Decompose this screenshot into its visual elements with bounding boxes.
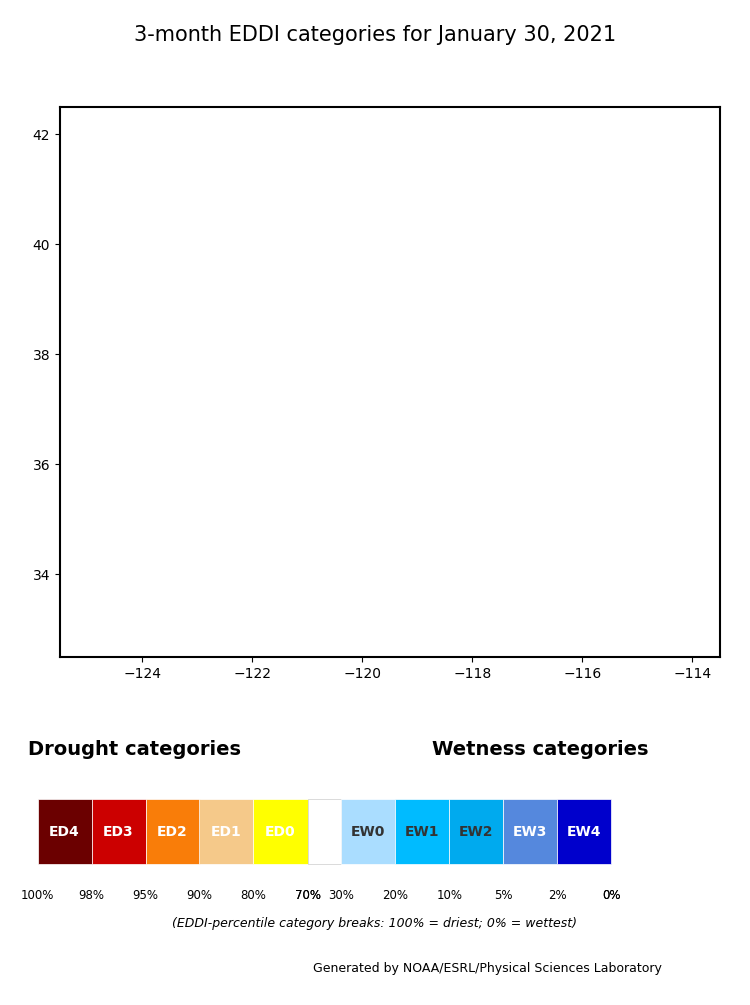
Text: 80%: 80%: [241, 889, 266, 902]
Text: (EDDI-percentile category breaks: 100% = driest; 0% = wettest): (EDDI-percentile category breaks: 100% =…: [172, 917, 578, 930]
Text: 0%: 0%: [602, 889, 620, 902]
Text: ED2: ED2: [158, 825, 188, 838]
Text: Generated by NOAA/ESRL/Physical Sciences Laboratory: Generated by NOAA/ESRL/Physical Sciences…: [313, 962, 662, 975]
Text: 70%: 70%: [295, 889, 320, 902]
Text: EW4: EW4: [567, 825, 602, 838]
Text: ED0: ED0: [266, 825, 296, 838]
Text: ED3: ED3: [104, 825, 134, 838]
Text: 90%: 90%: [187, 889, 212, 902]
Text: 3-month EDDI categories for January 30, 2021: 3-month EDDI categories for January 30, …: [134, 25, 616, 45]
Text: EW1: EW1: [405, 825, 439, 838]
Text: ED4: ED4: [50, 825, 80, 838]
Text: 70%: 70%: [295, 889, 320, 902]
Text: 5%: 5%: [494, 889, 512, 902]
Text: 98%: 98%: [79, 889, 104, 902]
Text: Drought categories: Drought categories: [28, 740, 242, 759]
Text: 95%: 95%: [133, 889, 158, 902]
Text: 20%: 20%: [382, 889, 408, 902]
Text: 2%: 2%: [548, 889, 566, 902]
Text: ED1: ED1: [211, 825, 242, 838]
Text: EW3: EW3: [513, 825, 548, 838]
Text: 100%: 100%: [21, 889, 54, 902]
Text: EW0: EW0: [351, 825, 386, 838]
Text: 30%: 30%: [328, 889, 354, 902]
Text: Wetness categories: Wetness categories: [432, 740, 648, 759]
Text: 0%: 0%: [602, 889, 620, 902]
Text: 10%: 10%: [436, 889, 462, 902]
Text: EW2: EW2: [459, 825, 494, 838]
